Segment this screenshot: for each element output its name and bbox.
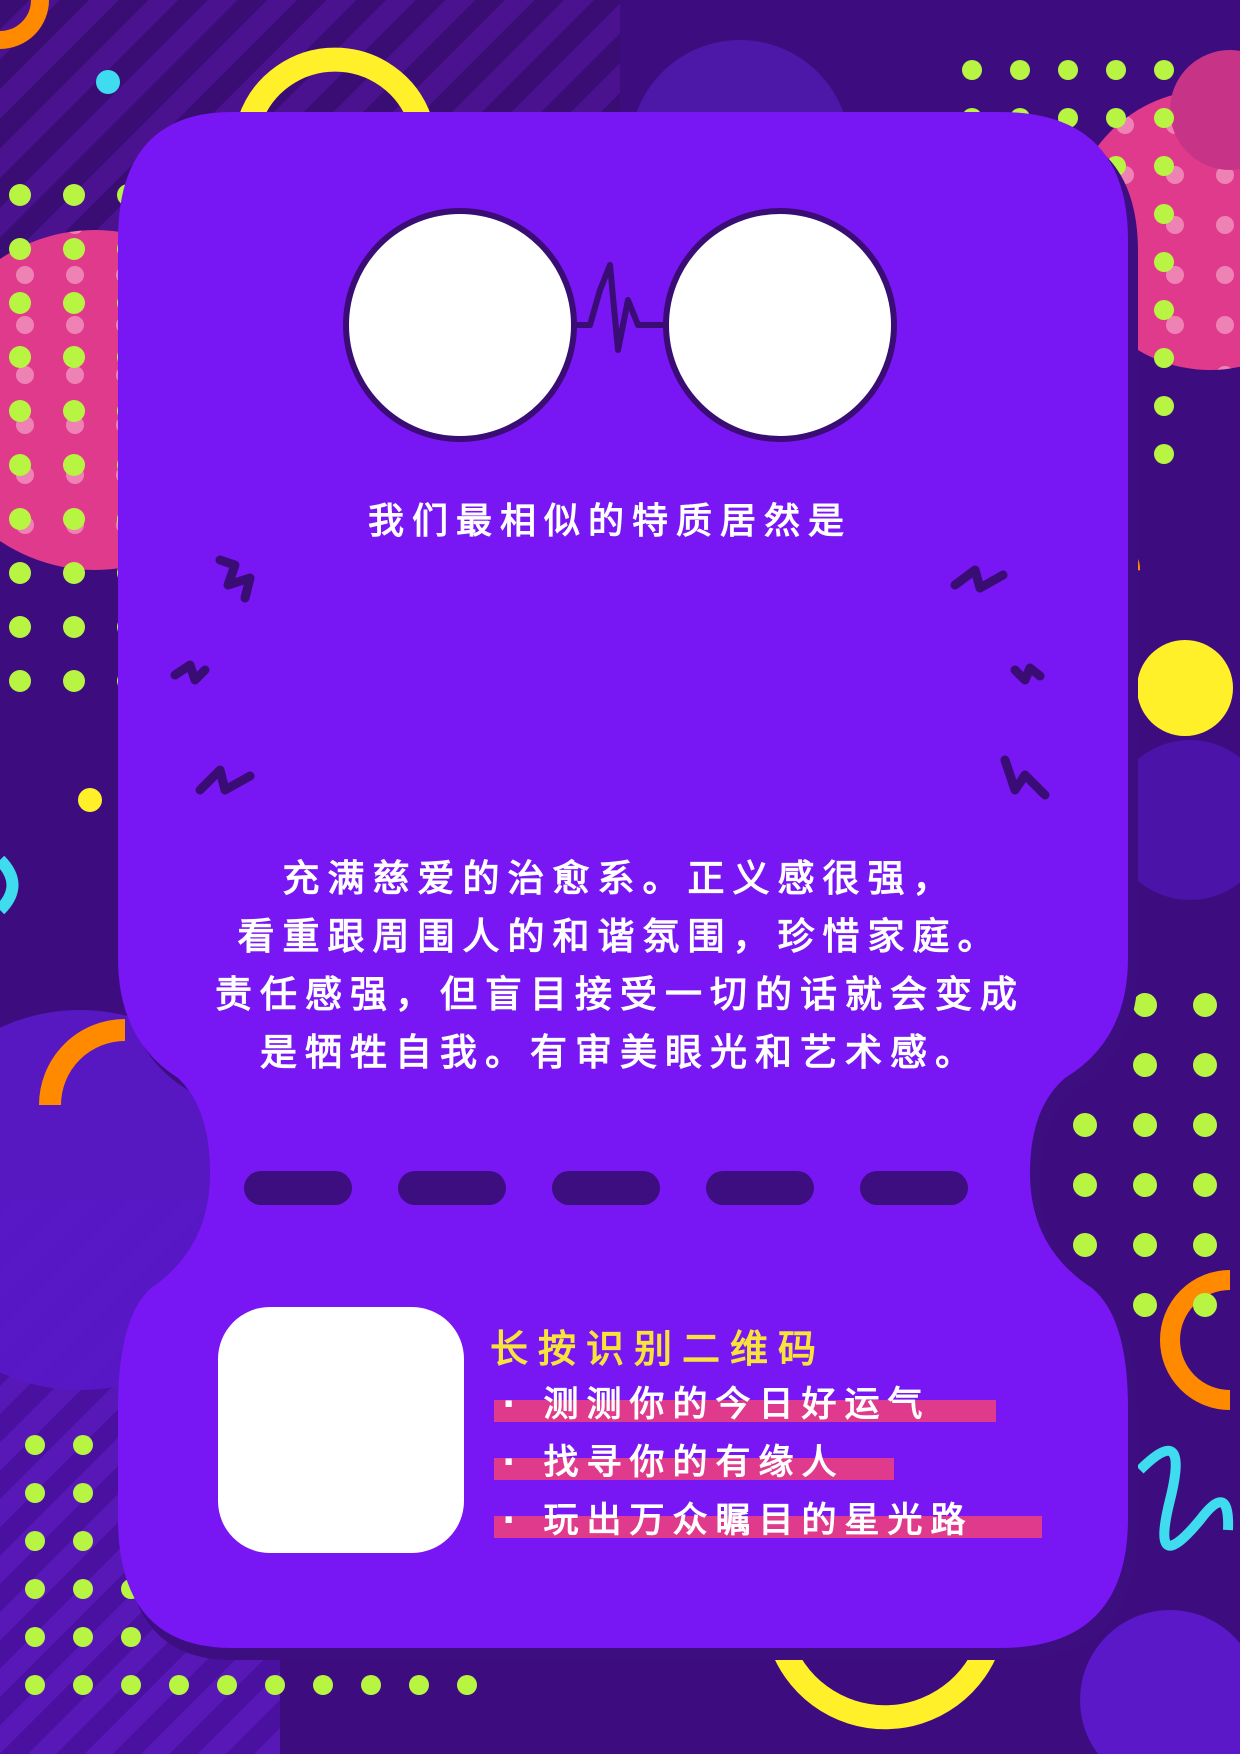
decor-dot: [9, 292, 31, 314]
decor-dot: [1133, 1113, 1157, 1137]
decor-dot: [63, 670, 85, 692]
result-line: 是牺牲自我。有审美眼光和艺术感。: [260, 1031, 980, 1074]
decor-dot: [9, 616, 31, 638]
decor-dot: [9, 562, 31, 584]
decor-dot: [1154, 156, 1174, 176]
decor-dot: [1154, 348, 1174, 368]
decor-dot: [73, 1483, 93, 1503]
dashed-divider: [244, 1171, 968, 1205]
decor-dot: [1154, 108, 1174, 128]
decor-dot: [9, 346, 31, 368]
list-item-label: · 测测你的今日好运气: [502, 1385, 931, 1425]
decor-dot: [1154, 60, 1174, 80]
decor-dot: [9, 454, 31, 476]
decor-dot: [962, 60, 982, 80]
decor-dot: [1193, 1233, 1217, 1257]
zigzag-spark-icon: [170, 555, 1050, 800]
decor-dot: [1133, 1173, 1157, 1197]
decor-dot: [63, 616, 85, 638]
decor-dot: [9, 508, 31, 530]
decor-dot: [1133, 1233, 1157, 1257]
decor-dot: [169, 1675, 189, 1695]
decor-dot: [313, 1675, 333, 1695]
decor-dot: [121, 1675, 141, 1695]
decor-dot: [63, 238, 85, 260]
decor-dot: [63, 184, 85, 206]
decor-dot: [25, 1675, 45, 1695]
highlight-bar: [494, 1400, 996, 1422]
decor-dot: [73, 1675, 93, 1695]
decor-dot: [121, 1627, 141, 1647]
list-item-label: · 找寻你的有缘人: [502, 1443, 845, 1483]
decor-dot: [1193, 1113, 1217, 1137]
result-line: 充满慈爱的治愈系。正义感很强，: [282, 857, 958, 900]
decor-dot: [1106, 60, 1126, 80]
decor-dot: [1154, 300, 1174, 320]
decor-dot: [63, 292, 85, 314]
decor-dot: [1154, 204, 1174, 224]
highlight-bar: [494, 1516, 1042, 1538]
result-line: 看重跟周围人的和谐氛围，珍惜家庭。: [237, 915, 1003, 958]
decor-dot: [457, 1675, 477, 1695]
decor-dot: [9, 670, 31, 692]
decor-dot: [1193, 1293, 1217, 1317]
decor-dot: [25, 1627, 45, 1647]
decor-dot: [1193, 1053, 1217, 1077]
list-item: · 找寻你的有缘人: [494, 1434, 894, 1483]
decor-dot: [73, 1627, 93, 1647]
decor-dot: [9, 400, 31, 422]
qr-title: 长按识别二维码: [490, 1327, 827, 1371]
decor-dot: [25, 1483, 45, 1503]
decor-dot: [63, 346, 85, 368]
decor-dot: [217, 1675, 237, 1695]
decor-dot: [73, 1579, 93, 1599]
list-item: · 玩出万众瞩目的星光路: [494, 1492, 1042, 1541]
decor-dot: [9, 184, 31, 206]
decor-dot: [1193, 1173, 1217, 1197]
list-item-label: · 玩出万众瞩目的星光路: [502, 1501, 974, 1541]
decor-dot: [25, 1435, 45, 1455]
decor-dot: [73, 1531, 93, 1551]
decor-dot: [1154, 252, 1174, 272]
decor-dot: [1154, 396, 1174, 416]
decor-dot: [1133, 993, 1157, 1017]
round-glasses-icon: [343, 208, 897, 442]
decor-dot: [1106, 108, 1126, 128]
page-subtitle: 我们最相似的特质居然是: [367, 501, 852, 542]
decor-dot: [1073, 1113, 1097, 1137]
decor-dot: [1133, 1053, 1157, 1077]
qr-code-placeholder[interactable]: [218, 1307, 464, 1553]
decor-dot: [265, 1675, 285, 1695]
result-line: 责任感强，但盲目接受一切的话就会变成: [215, 973, 1025, 1016]
decor-dot: [63, 400, 85, 422]
decor-dot: [25, 1531, 45, 1551]
decor-dot: [409, 1675, 429, 1695]
decor-dot: [1058, 60, 1078, 80]
decor-dot: [25, 1579, 45, 1599]
decor-dot: [63, 508, 85, 530]
decor-dot: [1193, 993, 1217, 1017]
decor-dot: [361, 1675, 381, 1695]
decor-dot: [63, 454, 85, 476]
decor-dot: [1133, 1293, 1157, 1317]
decor-dot: [1073, 1173, 1097, 1197]
decor-dot: [1154, 444, 1174, 464]
decor-dot: [1010, 60, 1030, 80]
decor-dot: [63, 562, 85, 584]
decor-dot: [9, 238, 31, 260]
decor-dot: [73, 1435, 93, 1455]
list-item: · 测测你的今日好运气: [494, 1376, 996, 1425]
decor-dot: [1073, 1233, 1097, 1257]
highlight-bar: [494, 1458, 894, 1480]
